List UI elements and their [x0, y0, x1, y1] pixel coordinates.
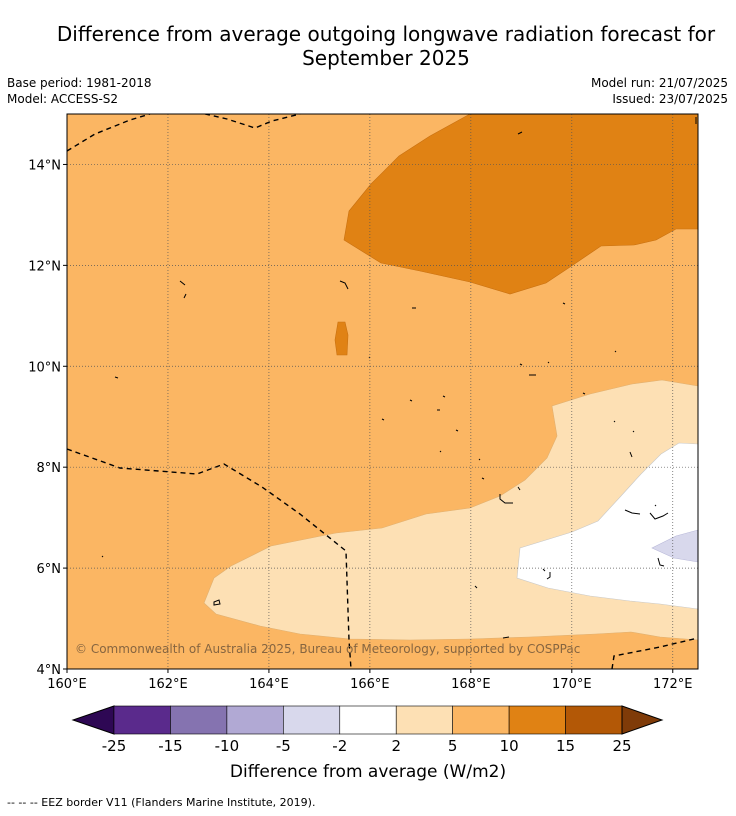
- map-frame: [66, 113, 699, 670]
- map-title-line2: September 2025: [302, 46, 470, 70]
- issued-date: Issued: 23/07/2025: [612, 92, 728, 106]
- map-title-line1: Difference from average outgoing longwav…: [56, 22, 716, 46]
- lat-tick-label: 6°N: [37, 562, 62, 577]
- colorbar-tick-label: 10: [500, 737, 519, 755]
- eez-border-west: [67, 448, 352, 669]
- island: [409, 350, 617, 411]
- colorbar-tick-label: -2: [332, 737, 347, 755]
- colorbar-segment: [283, 705, 341, 735]
- model-run: Model run: 21/07/2025: [590, 76, 728, 90]
- map-gridlines: [67, 114, 698, 669]
- eez-borders: [67, 114, 698, 669]
- island: [114, 376, 119, 379]
- eez-border-southeast: [611, 637, 698, 669]
- lon-tick-label: 164°E: [249, 677, 289, 692]
- run-info: Model run: 21/07/2025 Issued: 23/07/2025: [591, 75, 728, 107]
- island: [339, 280, 349, 290]
- model-info: Base period: 1981-2018 Model: ACCESS-S2: [7, 75, 152, 107]
- colorbar-tick-label: -25: [102, 737, 127, 755]
- region-weak-negative: [651, 529, 698, 563]
- colorbar-extend-high: [621, 705, 664, 735]
- lon-tick-label: 168°E: [451, 677, 491, 692]
- colorbar-segment: [508, 705, 566, 735]
- island: [517, 131, 523, 135]
- colorbar-extend-low: [71, 705, 115, 735]
- lat-tick-label: 10°N: [28, 360, 61, 375]
- lat-tick-label: 4°N: [37, 663, 62, 678]
- lon-tick-label: 170°E: [552, 677, 592, 692]
- island: [624, 504, 669, 520]
- colorbar-tick-label: -5: [276, 737, 291, 755]
- island: [368, 356, 550, 376]
- colorbar-segment: [170, 705, 228, 735]
- colorbar-segment: [565, 705, 623, 735]
- colorbar-tick-label: -10: [215, 737, 240, 755]
- colorbar-segment: [339, 705, 397, 735]
- map-title: Difference from average outgoing longwav…: [0, 22, 736, 70]
- lon-tick-label: 162°E: [148, 677, 188, 692]
- colorbar-segment: [452, 705, 510, 735]
- lon-tick-label: 172°E: [653, 677, 693, 692]
- eez-legend-footnote: -- -- -- EEZ border V11 (Flanders Marine…: [7, 796, 316, 809]
- colorbar-tick-label: 5: [448, 737, 458, 755]
- lon-tick-label: 160°E: [47, 677, 87, 692]
- island: [381, 418, 635, 458]
- lat-tick-label: 8°N: [37, 461, 62, 476]
- colorbar-tick-label: 15: [556, 737, 575, 755]
- region-strong-positive-patch: [334, 321, 349, 356]
- region-strong-positive: [343, 114, 698, 295]
- colorbar-tick-label: -15: [158, 737, 183, 755]
- colorbar: -25 -15 -10 -5 -2 2 5 10 15 25: [71, 705, 664, 755]
- map-plot-area: © Commonwealth of Australia 2025, Bureau…: [67, 114, 698, 669]
- island: [179, 280, 187, 299]
- colorbar-segment: [113, 705, 171, 735]
- colorbar-segment: [395, 705, 453, 735]
- colorbar-segment: [226, 705, 284, 735]
- lon-tick-label: 166°E: [350, 677, 390, 692]
- island: [101, 555, 665, 580]
- colorbar-tick-label: 25: [612, 737, 631, 755]
- lat-tick-label: 14°N: [28, 158, 61, 173]
- island: [562, 302, 566, 305]
- island-outlines: [101, 117, 697, 639]
- island: [213, 585, 510, 639]
- colorbar-tick-label: 2: [391, 737, 401, 755]
- colorbar-label: Difference from average (W/m2): [229, 762, 507, 782]
- lat-tick-label: 12°N: [28, 259, 61, 274]
- model-name: Model: ACCESS-S2: [7, 92, 119, 106]
- region-near-average: [516, 442, 698, 610]
- copyright-notice: © Commonwealth of Australia 2025, Bureau…: [75, 642, 580, 656]
- base-period: Base period: 1981-2018: [7, 76, 152, 90]
- latitude-axis: 4°N 6°N 8°N 10°N 12°N 14°N: [28, 158, 67, 678]
- island: [478, 458, 521, 504]
- longitude-axis: 160°E 162°E 164°E 166°E 168°E 170°E 172°E: [47, 669, 693, 692]
